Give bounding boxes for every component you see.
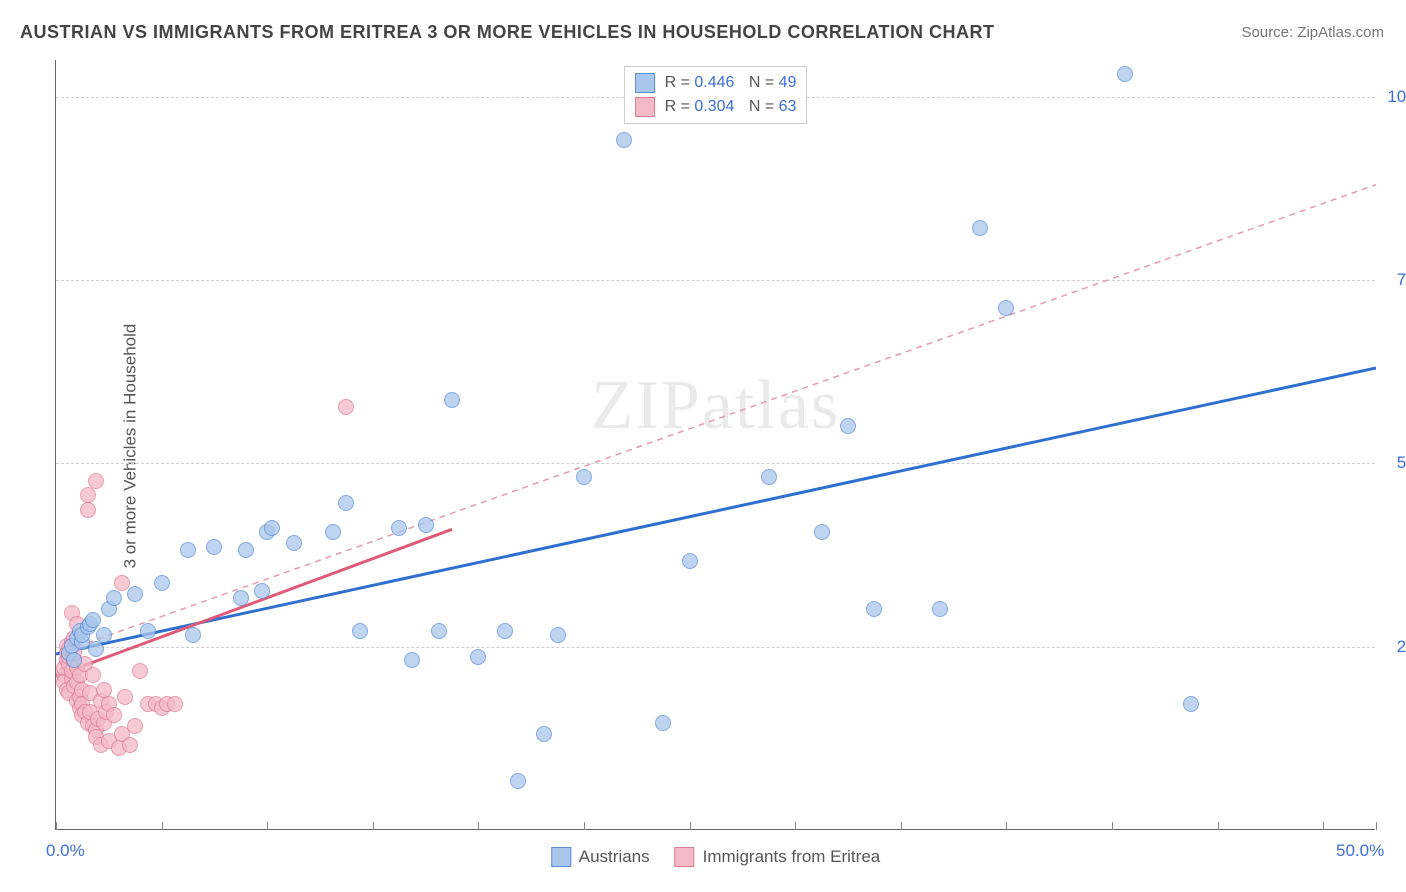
data-point (85, 612, 101, 628)
data-point (206, 539, 222, 555)
data-point (140, 623, 156, 639)
data-point (866, 601, 882, 617)
data-point (352, 623, 368, 639)
y-tick-label: 25.0% (1397, 637, 1406, 657)
x-tick-label: 0.0% (46, 841, 85, 861)
trend-lines (56, 60, 1376, 830)
legend-n-label: N = 63 (744, 98, 796, 116)
data-point (80, 502, 96, 518)
data-point (286, 535, 302, 551)
legend-item: Austrians (551, 847, 650, 867)
legend-label: Austrians (579, 847, 650, 867)
data-point (264, 520, 280, 536)
data-point (576, 469, 592, 485)
data-point (1183, 696, 1199, 712)
x-tick-label: 50.0% (1336, 841, 1384, 861)
data-point (254, 583, 270, 599)
y-tick-label: 75.0% (1397, 270, 1406, 290)
source-label: Source: ZipAtlas.com (1241, 24, 1384, 41)
n-value: 49 (779, 74, 797, 91)
swatch-icon (635, 97, 655, 117)
data-point (814, 524, 830, 540)
data-point (185, 627, 201, 643)
data-point (96, 627, 112, 643)
data-point (80, 487, 96, 503)
data-point (391, 520, 407, 536)
data-point (88, 473, 104, 489)
data-point (66, 652, 82, 668)
data-point (972, 220, 988, 236)
data-point (510, 773, 526, 789)
data-point (655, 715, 671, 731)
data-point (154, 575, 170, 591)
data-point (132, 663, 148, 679)
data-point (418, 517, 434, 533)
data-point (497, 623, 513, 639)
data-point (85, 667, 101, 683)
data-point (238, 542, 254, 558)
data-point (180, 542, 196, 558)
data-point (761, 469, 777, 485)
swatch-icon (675, 847, 695, 867)
data-point (88, 641, 104, 657)
data-point (444, 392, 460, 408)
plot-area: ZIPatlas R = 0.446 N = 49 R = 0.304 N = … (55, 60, 1375, 830)
data-point (932, 601, 948, 617)
data-point (96, 682, 112, 698)
data-point (682, 553, 698, 569)
data-point (122, 737, 138, 753)
chart-container: AUSTRIAN VS IMMIGRANTS FROM ERITREA 3 OR… (0, 0, 1406, 892)
data-point (325, 524, 341, 540)
x-tick (1376, 822, 1377, 830)
data-point (338, 399, 354, 415)
data-point (616, 132, 632, 148)
r-value: 0.446 (694, 74, 734, 91)
correlation-legend: R = 0.446 N = 49 R = 0.304 N = 63 (624, 66, 808, 124)
data-point (1117, 66, 1133, 82)
n-value: 63 (779, 98, 797, 115)
legend-r-label: R = 0.304 (665, 98, 735, 116)
chart-title: AUSTRIAN VS IMMIGRANTS FROM ERITREA 3 OR… (20, 22, 995, 43)
swatch-icon (551, 847, 571, 867)
data-point (431, 623, 447, 639)
legend-row-series-1: R = 0.446 N = 49 (635, 71, 797, 95)
data-point (840, 418, 856, 434)
data-point (127, 586, 143, 602)
series-legend: Austrians Immigrants from Eritrea (551, 847, 880, 867)
legend-label: Immigrants from Eritrea (703, 847, 881, 867)
data-point (106, 590, 122, 606)
data-point (127, 718, 143, 734)
data-point (404, 652, 420, 668)
data-point (106, 707, 122, 723)
swatch-icon (635, 73, 655, 93)
legend-item: Immigrants from Eritrea (675, 847, 881, 867)
data-point (550, 627, 566, 643)
data-point (470, 649, 486, 665)
r-value: 0.304 (694, 98, 734, 115)
legend-n-label: N = 49 (744, 74, 796, 92)
legend-r-label: R = 0.446 (665, 74, 735, 92)
data-point (998, 300, 1014, 316)
data-point (117, 689, 133, 705)
data-point (167, 696, 183, 712)
y-tick-label: 50.0% (1397, 453, 1406, 473)
data-point (536, 726, 552, 742)
data-point (233, 590, 249, 606)
data-point (338, 495, 354, 511)
y-tick-label: 100.0% (1387, 87, 1406, 107)
legend-row-series-2: R = 0.304 N = 63 (635, 95, 797, 119)
